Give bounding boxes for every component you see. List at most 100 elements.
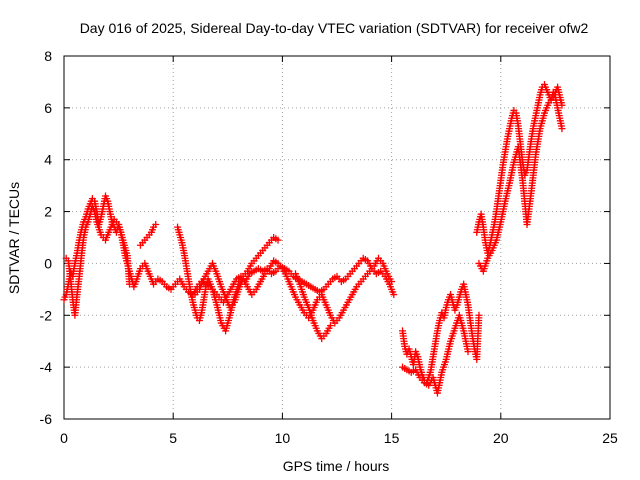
data-point-trail: [328, 314, 337, 324]
y-tick-label: 8: [44, 48, 52, 64]
data-point-trail: [537, 112, 548, 130]
data-point-trail: [372, 257, 381, 267]
data-point-trail: [449, 301, 458, 312]
data-point-trail: [288, 285, 298, 299]
data-point-trail: [293, 272, 303, 286]
axis-ticks: 0 5 10 15 20 25 -6 -4 -2 0 2 4 6 8: [40, 48, 618, 446]
data-point-trail: [218, 285, 229, 299]
data-point-trail: [556, 117, 565, 130]
data-point-trail: [142, 262, 152, 275]
data-point-trail: [258, 272, 267, 283]
data-point-trail: [502, 182, 513, 203]
data-point-trail: [293, 296, 302, 306]
data-point-trail: [434, 319, 443, 332]
y-axis-label: SDTVAR / TECUs: [6, 182, 22, 294]
data-point-trail: [214, 304, 225, 324]
data-point-trail: [447, 293, 456, 304]
data-point-trail: [267, 259, 276, 270]
data-point-trail: [206, 262, 215, 273]
data-point-trail: [506, 117, 515, 130]
x-tick-label: 5: [169, 430, 177, 446]
data-point-trail: [219, 322, 228, 332]
data-point-trail: [297, 304, 307, 314]
data-point-trail: [537, 86, 546, 96]
data-point-trail: [231, 288, 242, 304]
data-point-trail: [426, 376, 436, 387]
x-tick-label: 25: [602, 430, 618, 446]
data-point-trail: [254, 280, 263, 291]
data-point-trail: [489, 239, 499, 252]
data-point: [558, 125, 566, 133]
data-point-trail: [504, 127, 513, 140]
data-point-trail: [201, 270, 211, 280]
y-tick-label: -2: [40, 307, 53, 323]
data-point-trail: [94, 221, 104, 236]
data-point-trail: [310, 319, 320, 332]
x-tick-label: 20: [493, 430, 509, 446]
data-point-trail: [508, 109, 517, 120]
y-tick-label: 6: [44, 100, 52, 116]
data-point-trail: [432, 329, 441, 345]
data-point-trail: [73, 275, 83, 296]
data-point-trail: [85, 213, 93, 223]
data-point-trail: [203, 278, 211, 288]
data-point-trail: [436, 311, 445, 322]
data-point-trail: [324, 324, 333, 335]
data-point-trail: [439, 358, 449, 374]
data-point-trail: [528, 153, 539, 192]
data-point-trail: [513, 112, 522, 127]
data-point-trail: [530, 114, 539, 127]
data-point-trail: [399, 329, 408, 348]
data-point-trail: [552, 96, 561, 109]
series-trace-e: [191, 254, 396, 327]
series-trace-c: [136, 221, 160, 249]
data-point-trail: [523, 153, 533, 171]
data-marks: [60, 81, 566, 397]
data-point-trail: [454, 296, 463, 306]
data-point-trail: [485, 249, 495, 260]
data-point-trail: [315, 329, 324, 340]
x-axis-label: GPS time / hours: [283, 458, 390, 474]
data-point-trail: [506, 161, 517, 184]
data-point-trail: [177, 278, 187, 288]
data-point-trail: [178, 241, 188, 254]
data-point-trail: [413, 368, 423, 379]
x-tick-label: 15: [384, 430, 400, 446]
data-point-trail: [174, 226, 183, 236]
data-point-trail: [181, 252, 190, 267]
data-point-trail: [187, 291, 196, 304]
data-point-trail: [76, 228, 85, 241]
data-point-trail: [427, 355, 437, 371]
data-point-trail: [243, 272, 252, 283]
data-point-trail: [209, 288, 220, 306]
data-point-trail: [526, 138, 535, 156]
data-point-trail: [469, 335, 478, 350]
data-point-trail: [103, 228, 113, 241]
data-point-trail: [495, 179, 504, 197]
data-point-trail: [462, 293, 471, 306]
data-point: [558, 101, 566, 109]
plot-frame: [63, 55, 611, 420]
data-point-trail: [197, 278, 207, 291]
data-point-trail: [534, 93, 544, 107]
data-point-trail: [223, 296, 233, 309]
data-point-trail: [467, 319, 476, 337]
series-trace-a: [60, 192, 398, 306]
data-point-trail: [341, 301, 350, 312]
data-point-trail: [225, 285, 235, 296]
data-point-trail: [528, 125, 537, 140]
data-point-trail: [210, 262, 220, 275]
data-point-trail: [489, 223, 498, 236]
data-point-trail: [406, 348, 415, 358]
data-point-trail: [497, 163, 507, 182]
data-point: [464, 348, 472, 356]
chart-title: Day 016 of 2025, Sidereal Day-to-day VTE…: [80, 20, 589, 36]
y-tick-label: -6: [40, 411, 53, 427]
data-point-trail: [499, 151, 509, 166]
y-tick-label: 2: [44, 204, 52, 220]
data-point-trail: [305, 306, 316, 322]
y-tick-label: 4: [44, 152, 52, 168]
data-point: [126, 280, 134, 288]
data-point-trail: [98, 205, 107, 218]
series-trace-h: [399, 311, 472, 397]
